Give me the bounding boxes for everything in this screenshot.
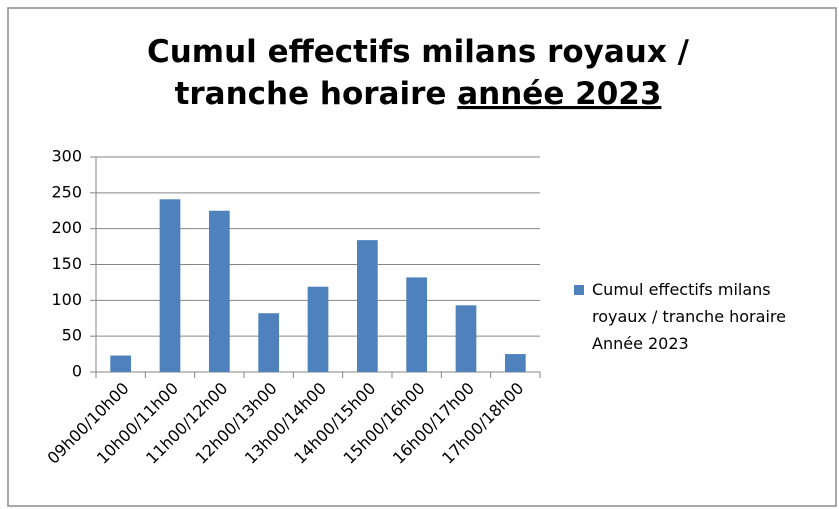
bar <box>110 355 132 372</box>
y-tick-label: 200 <box>51 218 82 237</box>
bar <box>455 305 477 372</box>
chart-title-line: tranche horaire année 2023 <box>175 76 662 112</box>
legend-entry: Cumul effectifs milans royaux / tranche … <box>570 276 830 357</box>
y-tick-label: 150 <box>51 254 82 273</box>
bar <box>208 210 230 372</box>
y-tick-label: 300 <box>51 147 82 166</box>
legend-label: Cumul effectifs milans royaux / tranche … <box>592 280 786 353</box>
chart-title-part: tranche horaire <box>175 76 447 112</box>
chart-title-emphasis: année 2023 <box>457 76 661 112</box>
bar <box>307 286 329 372</box>
bar <box>258 313 280 372</box>
legend-swatch <box>574 285 584 295</box>
legend: Cumul effectifs milans royaux / tranche … <box>570 276 830 357</box>
y-tick-label: 50 <box>62 326 82 345</box>
chart-title-line: Cumul effectifs milans royaux / <box>147 34 690 70</box>
bar <box>159 199 181 372</box>
y-tick-label: 0 <box>72 362 82 381</box>
bar <box>504 354 526 372</box>
bar <box>356 240 378 372</box>
chart-frame <box>7 7 837 507</box>
bar <box>406 277 428 372</box>
y-tick-label: 100 <box>51 290 82 309</box>
y-tick-label: 250 <box>51 182 82 201</box>
